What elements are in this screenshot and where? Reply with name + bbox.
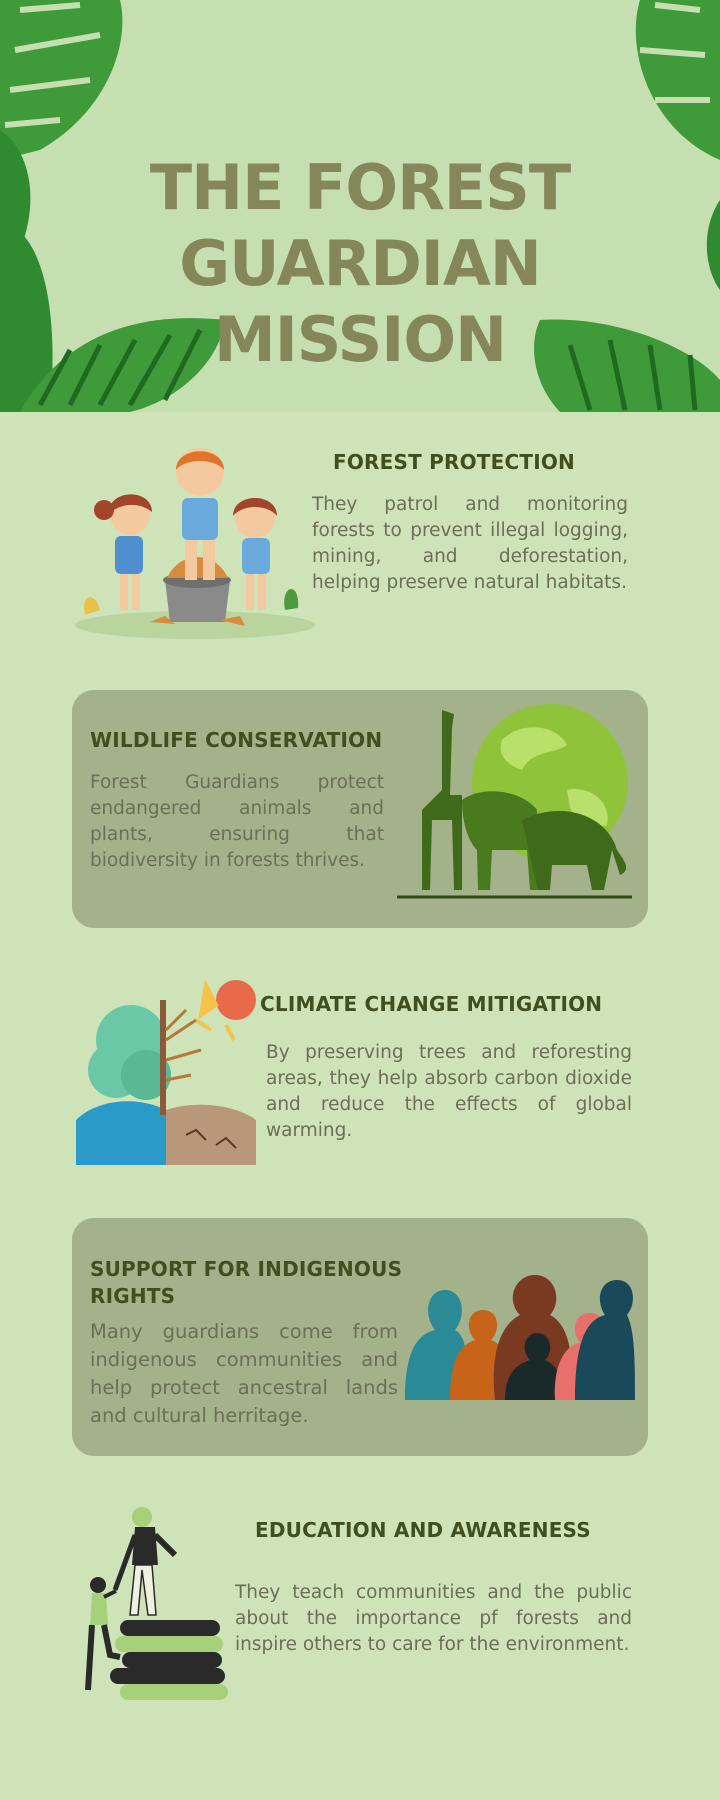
section-forest-protection: FOREST PROTECTION (279, 450, 629, 474)
animals-globe-illustration (397, 704, 632, 899)
section-body: They teach communities and the public ab… (235, 1582, 632, 1655)
children-planting-illustration (75, 448, 315, 639)
section-heading: EDUCATION AND AWARENESS (255, 1518, 591, 1542)
section-heading: WILDLIFE CONSERVATION (90, 728, 383, 752)
page-title: THE FOREST GUARDIAN MISSION (40, 150, 680, 378)
leaf-top-left-slits (4, 2, 101, 128)
section-body: By preserving trees and reforesting area… (266, 1042, 632, 1141)
title-line-1: THE FOREST GUARDIAN (149, 151, 571, 300)
section-heading: CLIMATE CHANGE MITIGATION (260, 992, 603, 1016)
people-silhouettes-illustration (405, 1275, 635, 1400)
heading-line-2: RIGHTS (90, 1284, 176, 1308)
leaf-top-right (635, 0, 720, 160)
heading-line-1: SUPPORT FOR INDIGENOUS (90, 1257, 403, 1281)
section-heading: FOREST PROTECTION (332, 450, 575, 474)
section-body: They patrol and monitoring forests to pr… (312, 494, 628, 593)
monstera-leaves-decoration (0, 0, 720, 412)
header-banner: THE FOREST GUARDIAN MISSION (0, 0, 720, 412)
title-line-2: MISSION (214, 303, 507, 376)
climate-tree-illustration (76, 980, 256, 1165)
books-climbing-illustration (85, 1507, 228, 1700)
leaf-bottom-right (534, 319, 720, 412)
section-heading: SUPPORT FOR INDIGENOUS RIGHTS (90, 1256, 410, 1310)
section-body: Forest Guardians protect endangered anim… (90, 772, 384, 871)
section-body: Many guardians come from indigenous comm… (90, 1320, 398, 1427)
